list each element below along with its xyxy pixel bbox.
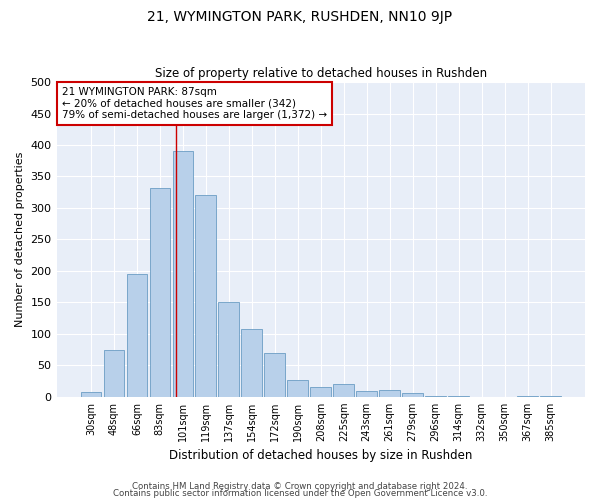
Bar <box>218 302 239 397</box>
Text: 21 WYMINGTON PARK: 87sqm
← 20% of detached houses are smaller (342)
79% of semi-: 21 WYMINGTON PARK: 87sqm ← 20% of detach… <box>62 87 327 120</box>
Bar <box>104 350 124 397</box>
Bar <box>379 390 400 397</box>
Bar <box>448 396 469 397</box>
X-axis label: Distribution of detached houses by size in Rushden: Distribution of detached houses by size … <box>169 450 472 462</box>
Bar <box>173 152 193 397</box>
Bar <box>356 391 377 397</box>
Bar <box>540 396 561 397</box>
Bar <box>265 352 285 397</box>
Bar <box>241 329 262 397</box>
Title: Size of property relative to detached houses in Rushden: Size of property relative to detached ho… <box>155 66 487 80</box>
Bar <box>403 393 423 397</box>
Bar <box>196 196 216 397</box>
Bar <box>425 396 446 397</box>
Bar <box>310 388 331 397</box>
Bar <box>127 274 147 397</box>
Bar <box>80 392 101 397</box>
Text: Contains HM Land Registry data © Crown copyright and database right 2024.: Contains HM Land Registry data © Crown c… <box>132 482 468 491</box>
Bar <box>149 188 170 397</box>
Y-axis label: Number of detached properties: Number of detached properties <box>15 152 25 327</box>
Bar <box>517 396 538 397</box>
Text: 21, WYMINGTON PARK, RUSHDEN, NN10 9JP: 21, WYMINGTON PARK, RUSHDEN, NN10 9JP <box>148 10 452 24</box>
Text: Contains public sector information licensed under the Open Government Licence v3: Contains public sector information licen… <box>113 489 487 498</box>
Bar <box>287 380 308 397</box>
Bar <box>334 384 354 397</box>
